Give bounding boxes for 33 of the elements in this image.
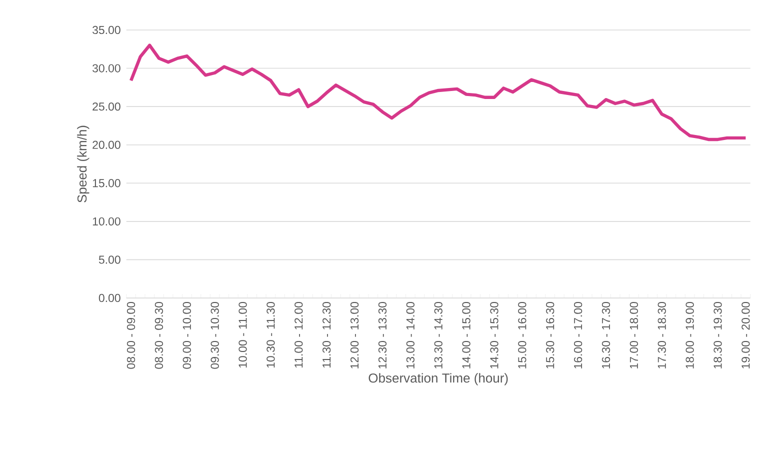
y-tick-label: 20.00 [92, 140, 120, 149]
x-tick-label: 12.00 - 13.00 [350, 302, 359, 368]
x-tick-label: 17.00 - 18.00 [630, 302, 638, 368]
x-tick-label: 11.00 - 12.00 [294, 302, 303, 368]
x-tick-label: 19.00 - 20.00 [742, 302, 750, 368]
x-tick-label: 10.30 - 11.30 [266, 302, 275, 368]
y-tick-label: 35.00 [92, 26, 120, 34]
y-tick-label: 15.00 [92, 179, 120, 188]
x-tick-label: 15.00 - 16.00 [518, 302, 526, 368]
x-tick-label: 13.30 - 14.30 [434, 302, 442, 368]
y-tick-label: 30.00 [92, 64, 120, 72]
x-tick-label: 16.30 - 17.30 [602, 302, 610, 368]
x-tick-label: 10.00 - 11.00 [238, 302, 247, 368]
x-tick-label: 15.30 - 16.30 [546, 302, 554, 368]
x-tick-label: 18.00 - 19.00 [686, 302, 694, 368]
x-tick-label: 08.30 - 09.30 [154, 302, 164, 369]
x-tick-label: 08.00 - 09.00 [126, 302, 136, 369]
x-tick-label: 17.30 - 18.30 [658, 302, 666, 368]
x-tick-label: 16.00 - 17.00 [574, 302, 582, 368]
x-tick-label: 09.30 - 10.30 [210, 302, 219, 369]
y-tick-label: 5.00 [98, 256, 120, 264]
x-axis-title: Observation Time (hour) [368, 373, 508, 386]
x-tick-label: 13.00 - 14.00 [406, 302, 414, 368]
y-tick-label: 0.00 [98, 294, 120, 302]
x-tick-label: 11.30 - 12.30 [322, 302, 331, 368]
y-axis-title: Speed (km/h) [77, 126, 90, 202]
x-tick-label: 14.30 - 15.30 [490, 302, 498, 368]
y-tick-label: 10.00 [92, 217, 120, 226]
x-tick-label: 12.30 - 13.30 [378, 302, 387, 368]
x-tick-label: 14.00 - 15.00 [462, 302, 470, 368]
x-tick-label: 18.30 - 19.30 [714, 302, 722, 368]
x-tick-label: 09.00 - 10.00 [182, 302, 191, 369]
y-tick-label: 25.00 [92, 102, 120, 111]
